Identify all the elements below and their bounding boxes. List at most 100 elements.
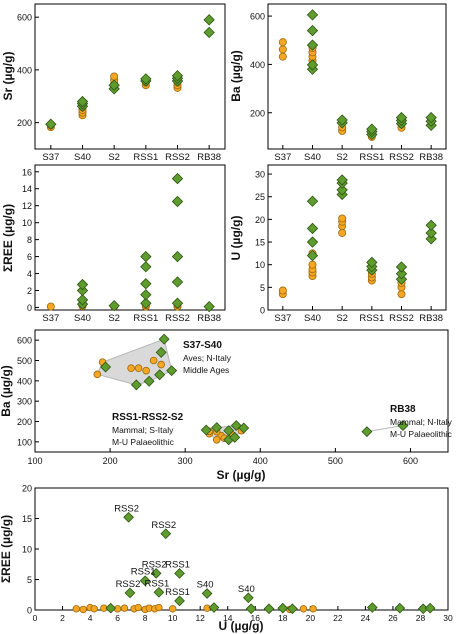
x-tick-label: 20 [306,613,316,623]
data-point-diamond [425,227,437,239]
y-tick-label: 0 [260,306,265,316]
panel-ba-frame [267,3,447,150]
x-tick-label: 500 [328,456,343,466]
data-point-diamond [243,592,254,604]
data-point-diamond [366,256,378,269]
point-annotation: S40 [238,584,255,595]
data-point-diamond [171,195,184,208]
panel-sr-points [45,14,215,132]
y-tick-label: 30 [255,170,265,180]
y-tick-label: 0 [27,303,32,313]
data-point-diamond [174,568,185,579]
category-label: S37 [274,152,291,163]
x-tick-label: 16 [251,613,261,623]
data-point-diamond [123,511,134,523]
point-annotation: RSS1 [144,578,169,589]
data-point-circle [72,605,80,613]
panel-sr-ba-xlabel: Sr (µg/g) [217,468,266,482]
panel-u-ree-points [72,511,436,615]
data-point-diamond [306,59,319,71]
data-point-diamond [140,297,152,309]
data-point-diamond [211,422,223,434]
x-tick-label: 12 [195,613,205,623]
data-point-diamond [171,250,184,263]
data-point-diamond [336,114,348,126]
x-tick-label: 200 [103,456,118,466]
group-line: Middle Ages [183,365,229,375]
y-tick-label: 10 [22,545,32,555]
point-annotation: RSS1 [131,567,156,578]
data-point-circle [278,52,287,61]
group-title: RSS1-RSS2-S2 [112,412,184,423]
y-tick-label: 200 [250,108,265,118]
data-point-diamond [76,294,89,306]
y-tick-label: 15 [255,238,265,248]
x-tick-label: 18 [278,613,288,623]
data-point-diamond [425,219,437,231]
y-tick-label: 400 [17,376,32,386]
y-tick-label: 500 [17,356,32,366]
y-tick-label: 100 [17,437,32,447]
data-point-diamond [306,39,319,51]
data-point-diamond [203,14,215,26]
data-point-diamond [45,118,57,130]
data-point-circle [278,45,287,54]
data-point-circle [338,214,347,223]
point-annotation: RSS2 [114,503,139,514]
data-point-diamond [166,365,178,377]
y-tick-label: 15 [22,514,32,524]
panel-sr-ba-ticks: 100 200 300 400 500 600 100 200 300 400 500 600 [17,336,418,466]
data-point-circle [308,260,317,269]
data-point-diamond [171,276,184,288]
data-point-diamond [397,420,409,432]
y-tick-label: 200 [17,417,32,427]
category-label: S40 [304,313,321,324]
x-tick-label: 10 [168,613,178,623]
category-label: S2 [108,313,120,324]
y-tick-label: 600 [17,13,32,23]
data-point-diamond [223,425,235,437]
data-point-diamond [171,297,184,309]
category-label: RSS2 [165,313,190,324]
x-tick-label: 28 [416,613,426,623]
y-tick-label: 0 [27,606,32,616]
panel-ree-frame [34,164,226,311]
y-tick-label: 300 [17,397,32,407]
y-tick-label: 5 [27,575,32,585]
panel-sr-ba-frame [34,329,449,453]
panel-u-ticks: 0 5 10 15 20 25 30 S37 S40 S2 RSS1 RSS2 RB38 [255,170,443,324]
data-point-diamond [336,184,348,196]
panel-u-frame [267,164,447,311]
data-point-diamond [130,379,142,391]
category-label: S40 [304,152,321,163]
panel-ree: 0 2 4 6 8 10 12 14 16 S37 S40 S2 RSS1 RSS2 RB38 ΣREE (… [1,164,226,324]
group-line: M-U Palaeolithic [390,429,453,439]
data-point-circle [299,605,308,613]
data-point-diamond [140,278,152,290]
data-point-diamond [203,26,215,39]
data-point-circle [46,302,55,311]
category-label: RSS1 [133,313,158,324]
data-point-circle [157,360,165,369]
data-point-circle [110,72,119,81]
data-point-diamond [395,261,408,273]
category-label: RSS1 [359,313,384,324]
data-point-diamond [76,278,89,291]
category-label: S37 [42,313,59,324]
x-tick-label: 300 [178,456,193,466]
data-point-diamond [150,568,162,579]
group-line: Aves; N-Italy [183,353,232,363]
category-label: RSS1 [133,152,158,163]
y-tick-label: 200 [17,118,32,128]
y-tick-label: 6 [27,252,32,262]
data-point-diamond [263,603,275,615]
data-point-diamond [306,24,319,37]
data-point-circle [142,366,150,375]
data-point-circle [155,603,163,612]
data-point-diamond [143,375,155,387]
data-point-diamond [229,431,241,443]
data-point-diamond [140,289,152,301]
